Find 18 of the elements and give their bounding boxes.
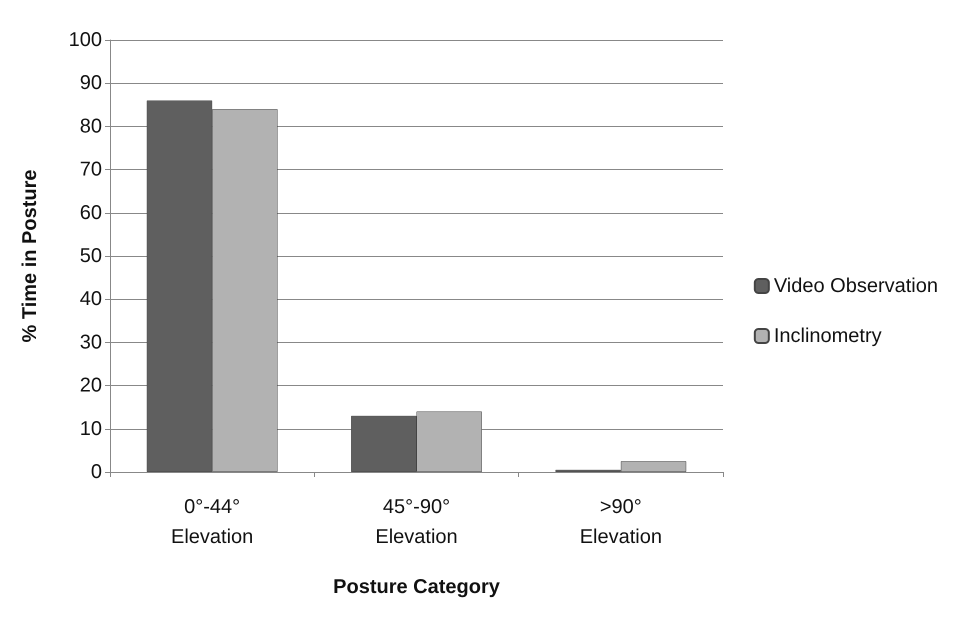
y-tick-label: 90: [80, 72, 102, 94]
y-tick-label: 20: [80, 374, 102, 397]
y-tick-label: 100: [68, 29, 102, 51]
legend-label: Video Observation: [774, 275, 938, 297]
x-tick-label: >90° Elevation: [580, 496, 662, 548]
y-tick-label: 50: [80, 245, 102, 267]
y-tick-label: 80: [80, 115, 102, 138]
y-tick-label: 60: [80, 202, 102, 224]
x-axis-title: Posture Category: [333, 576, 501, 598]
legend-label: Inclinometry: [774, 325, 882, 347]
x-tick-label: 0°-44° Elevation: [171, 496, 254, 548]
y-axis-title: % Time in Posture: [19, 169, 41, 343]
y-tick-label: 40: [80, 288, 102, 310]
y-tick-label: 10: [80, 418, 102, 440]
x-tick-label: 45°-90° Elevation: [375, 496, 458, 548]
y-tick-label: 70: [80, 158, 102, 181]
y-tick-label: 30: [80, 331, 102, 354]
y-tick-label: 0: [90, 461, 102, 483]
